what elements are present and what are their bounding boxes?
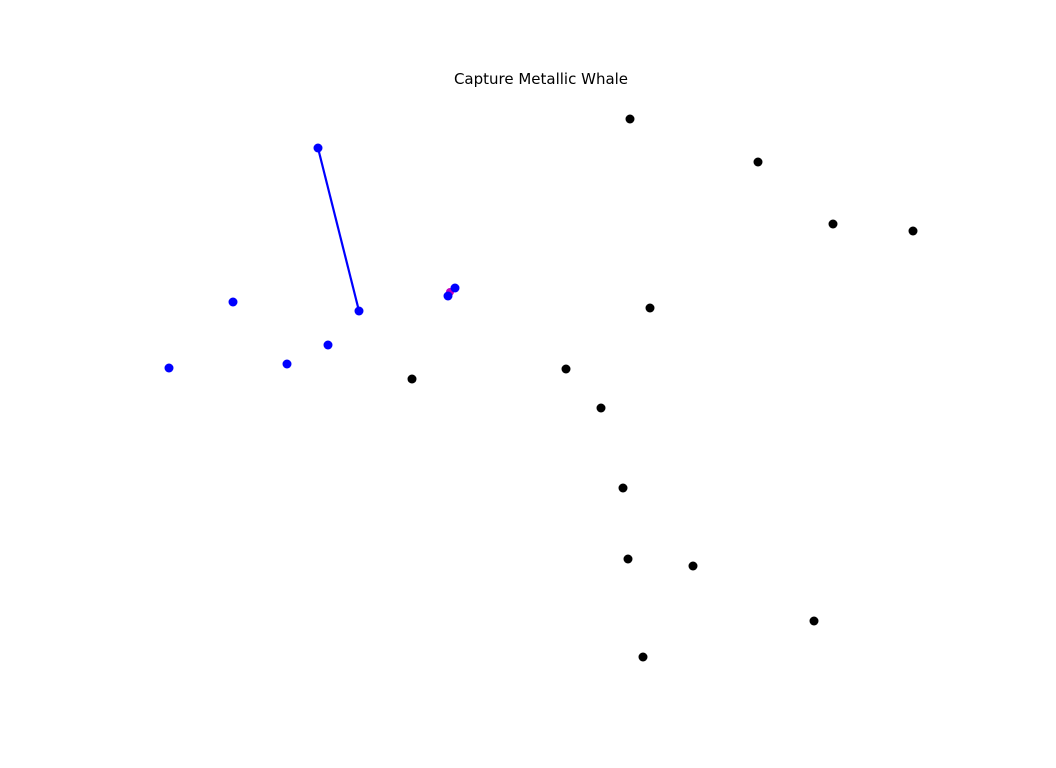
player-point[interactable] — [164, 363, 174, 373]
neutral-point[interactable] — [596, 403, 606, 413]
neutral-point[interactable] — [828, 219, 838, 229]
neutral-point[interactable] — [638, 652, 648, 662]
neutral-point[interactable] — [908, 226, 918, 236]
neutral-point[interactable] — [623, 554, 633, 564]
neutral-point[interactable] — [688, 561, 698, 571]
neutral-point[interactable] — [407, 374, 417, 384]
neutral-point[interactable] — [753, 157, 763, 167]
player-point[interactable] — [313, 143, 323, 153]
player-point[interactable] — [354, 306, 364, 316]
player-point[interactable] — [323, 340, 333, 350]
neutral-point[interactable] — [645, 303, 655, 313]
neutral-point[interactable] — [561, 364, 571, 374]
player-link — [316, 147, 361, 312]
neutral-point[interactable] — [809, 616, 819, 626]
player-point[interactable] — [443, 291, 453, 301]
neutral-point[interactable] — [618, 483, 628, 493]
player-point[interactable] — [282, 359, 292, 369]
neutral-point[interactable] — [625, 114, 635, 124]
player-point[interactable] — [228, 297, 238, 307]
player-links — [316, 147, 361, 312]
game-points — [164, 114, 918, 662]
game-title: Capture Metallic Whale — [454, 70, 628, 88]
player-point[interactable] — [450, 283, 460, 293]
